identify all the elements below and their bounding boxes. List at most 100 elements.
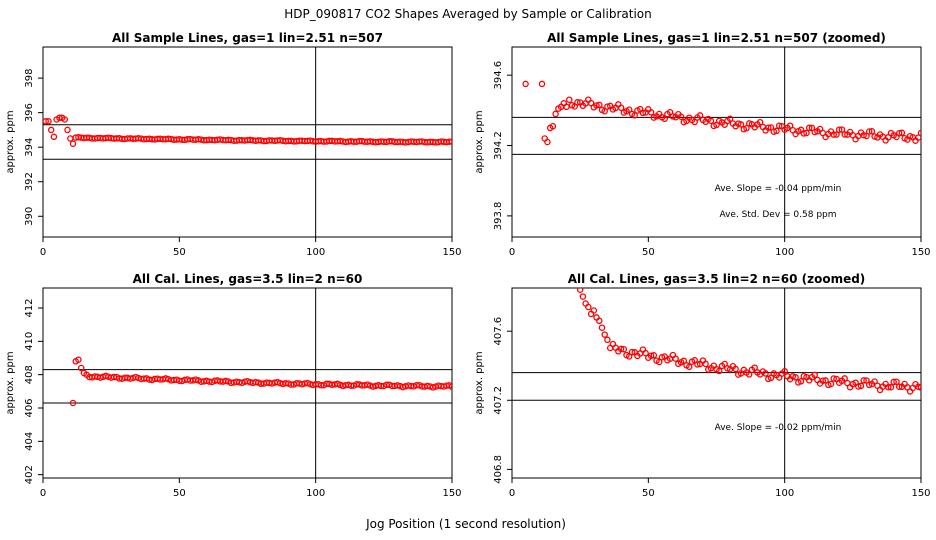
data-point	[601, 107, 608, 115]
data-point	[50, 133, 58, 141]
data-point	[579, 293, 587, 300]
data-points	[69, 356, 452, 407]
data-point	[827, 380, 835, 388]
data-point	[811, 371, 818, 379]
data-point	[585, 303, 592, 311]
data-point	[893, 378, 900, 385]
data-point	[601, 331, 608, 338]
data-point	[803, 129, 810, 137]
data-point	[838, 126, 846, 133]
data-point	[715, 367, 723, 375]
data-point	[647, 352, 655, 360]
data-point	[252, 378, 259, 386]
data-point	[522, 80, 529, 88]
data-point	[822, 377, 829, 384]
data-point	[895, 129, 903, 137]
y-tick-label: 393.8	[493, 202, 504, 231]
data-point	[446, 138, 452, 145]
data-point	[45, 118, 52, 125]
panel-top-left: All Sample Lines, gas=1 lin=2.51 n=507 0 5…	[5, 31, 462, 258]
y-tick-label: 398	[24, 69, 35, 88]
data-point	[792, 374, 799, 381]
data-point	[797, 378, 805, 385]
data-point	[805, 124, 813, 132]
panel-title: All Sample Lines, gas=1 lin=2.51 n=507	[112, 31, 383, 45]
figure-title: HDP_090817 CO2 Shapes Averaged by Sample…	[284, 7, 651, 21]
data-point	[855, 383, 862, 390]
y-tick-label: 392	[24, 172, 35, 191]
data-point	[574, 99, 581, 106]
data-point	[222, 377, 229, 385]
panel-top-right: All Sample Lines, gas=1 lin=2.51 n=507 (…	[474, 31, 931, 258]
data-point	[596, 317, 603, 325]
x-tick-label: 50	[642, 488, 655, 499]
x-tick-label: 0	[509, 247, 515, 258]
y-tick-label: 396	[24, 103, 35, 122]
data-point	[885, 383, 892, 391]
data-points	[522, 80, 921, 146]
plot-frame	[511, 46, 922, 238]
data-point	[868, 128, 876, 135]
data-point	[552, 110, 559, 118]
data-point	[604, 336, 611, 344]
data-point	[538, 80, 546, 88]
x-tick-label: 50	[173, 247, 186, 258]
data-point	[566, 96, 573, 103]
data-point	[56, 114, 63, 122]
y-axis-label: approx. ppm	[5, 110, 16, 173]
data-point	[448, 383, 452, 391]
y-tick-label: 406.8	[493, 455, 504, 484]
data-point	[887, 383, 895, 391]
data-point	[767, 374, 775, 382]
data-point	[685, 363, 693, 371]
y-tick-label: 410	[24, 332, 35, 351]
panel-bottom-right: All Cal. Lines, gas=3.5 lin=2 n=60 (zoom…	[474, 272, 931, 499]
plot-frame	[42, 287, 453, 479]
y-tick-label: 394	[24, 138, 35, 157]
data-point	[841, 375, 848, 382]
data-point	[775, 122, 783, 129]
x-tick-label: 100	[775, 247, 794, 258]
data-point	[549, 122, 557, 130]
x-axis-label: Jog Position (1 second resolution)	[365, 517, 566, 531]
x-tick-label: 0	[509, 488, 515, 499]
data-point	[655, 358, 663, 366]
data-point	[860, 377, 867, 384]
data-point	[593, 102, 600, 109]
panel-title: All Cal. Lines, gas=3.5 lin=2 n=60 (zoom…	[568, 272, 866, 286]
y-tick-label: 390	[24, 207, 35, 226]
x-tick-label: 150	[911, 247, 930, 258]
data-point	[696, 112, 704, 119]
data-point	[833, 131, 840, 138]
data-point	[819, 377, 827, 384]
data-point	[789, 373, 797, 380]
y-tick-label: 407.2	[493, 386, 504, 415]
y-tick-label: 406	[24, 398, 35, 417]
data-point	[677, 113, 685, 120]
data-point	[860, 131, 867, 139]
data-point	[642, 349, 649, 357]
data-point	[625, 353, 633, 360]
data-point	[707, 117, 715, 125]
data-point	[890, 378, 897, 386]
data-point	[596, 101, 603, 109]
data-point	[394, 382, 401, 389]
data-point	[737, 121, 745, 128]
data-point	[61, 116, 69, 123]
data-point	[75, 356, 82, 363]
data-point	[631, 112, 638, 119]
data-point	[898, 129, 906, 137]
data-point	[835, 126, 843, 133]
y-tick-label: 408	[24, 365, 35, 384]
y-tick-label: 404	[24, 432, 35, 451]
data-point	[680, 357, 688, 365]
data-point	[661, 115, 668, 123]
x-tick-label: 150	[442, 247, 461, 258]
data-point	[732, 365, 739, 373]
data-point	[694, 361, 701, 368]
annotation: Ave. Std. Dev = 0.58 ppm	[719, 210, 836, 220]
y-axis-label: approx. ppm	[474, 351, 485, 414]
data-point	[67, 135, 74, 142]
data-point	[43, 118, 49, 125]
x-tick-label: 50	[173, 488, 186, 499]
